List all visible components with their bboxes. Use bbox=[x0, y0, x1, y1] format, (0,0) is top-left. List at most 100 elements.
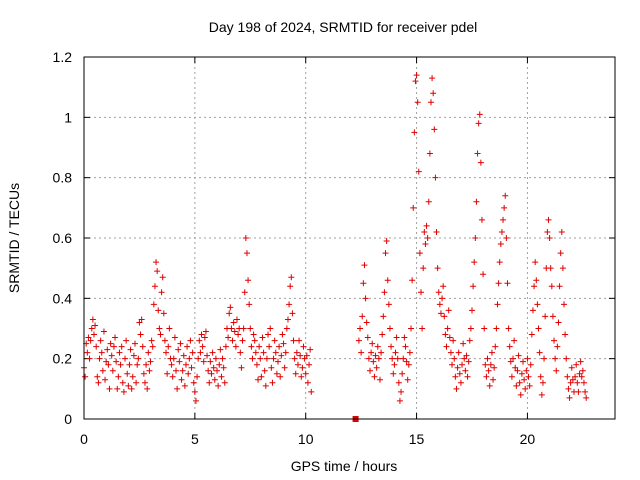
data-point bbox=[145, 349, 152, 356]
data-point bbox=[128, 385, 135, 392]
data-point bbox=[521, 376, 528, 383]
data-point bbox=[492, 343, 499, 350]
data-point bbox=[271, 337, 278, 344]
data-point bbox=[525, 373, 532, 380]
data-point bbox=[98, 349, 105, 356]
data-point bbox=[262, 382, 269, 389]
data-point bbox=[276, 343, 283, 350]
y-tick-label: 0 bbox=[64, 411, 72, 427]
data-point bbox=[239, 337, 246, 344]
data-point bbox=[220, 364, 227, 371]
data-point bbox=[109, 367, 116, 374]
data-point bbox=[146, 367, 153, 374]
data-point bbox=[556, 283, 563, 290]
data-point bbox=[232, 343, 239, 350]
data-point bbox=[296, 337, 303, 344]
data-point bbox=[381, 289, 388, 296]
data-point bbox=[421, 228, 428, 235]
data-point bbox=[286, 301, 293, 308]
data-point bbox=[120, 388, 127, 395]
data-point bbox=[539, 379, 546, 386]
data-point bbox=[248, 343, 255, 350]
data-point bbox=[398, 388, 405, 395]
data-point bbox=[308, 388, 315, 395]
data-point bbox=[182, 361, 189, 368]
grid-lines bbox=[84, 57, 615, 419]
data-point bbox=[100, 328, 107, 335]
data-point bbox=[201, 334, 208, 341]
data-point bbox=[304, 379, 311, 386]
data-point bbox=[209, 349, 216, 356]
data-point bbox=[370, 358, 377, 365]
data-point bbox=[222, 343, 229, 350]
data-point bbox=[464, 373, 471, 380]
data-point bbox=[280, 340, 287, 347]
data-point bbox=[154, 268, 161, 275]
data-point bbox=[233, 316, 240, 323]
data-point bbox=[143, 361, 150, 368]
data-point bbox=[170, 355, 177, 362]
data-point bbox=[400, 355, 407, 362]
data-point bbox=[453, 385, 460, 392]
data-point bbox=[440, 283, 447, 290]
data-point bbox=[429, 75, 436, 82]
data-point bbox=[555, 319, 562, 326]
data-point bbox=[517, 391, 524, 398]
data-point bbox=[164, 370, 171, 377]
x-tick-label: 5 bbox=[191, 431, 199, 447]
data-point bbox=[256, 343, 263, 350]
data-point bbox=[388, 343, 395, 350]
data-point bbox=[580, 379, 587, 386]
data-point bbox=[484, 355, 491, 362]
data-point bbox=[393, 334, 400, 341]
data-point bbox=[529, 307, 536, 314]
data-point bbox=[406, 349, 413, 356]
data-point bbox=[180, 352, 187, 359]
data-point bbox=[360, 280, 367, 287]
data-point bbox=[368, 349, 375, 356]
data-point bbox=[96, 355, 103, 362]
data-point bbox=[217, 346, 224, 353]
data-point bbox=[575, 388, 582, 395]
data-point bbox=[88, 325, 95, 332]
data-point bbox=[495, 280, 502, 287]
data-point bbox=[427, 99, 434, 106]
data-point bbox=[278, 352, 285, 359]
data-point bbox=[412, 78, 419, 85]
data-point bbox=[252, 349, 259, 356]
data-point bbox=[497, 241, 504, 248]
data-point bbox=[526, 382, 533, 389]
data-point bbox=[551, 337, 558, 344]
data-point bbox=[547, 265, 554, 272]
data-point bbox=[415, 168, 422, 175]
data-point bbox=[178, 376, 185, 383]
data-point bbox=[557, 250, 564, 257]
data-point bbox=[117, 361, 124, 368]
data-point bbox=[413, 72, 420, 79]
data-point bbox=[538, 391, 545, 398]
data-point bbox=[504, 280, 511, 287]
data-point bbox=[460, 340, 467, 347]
data-point bbox=[125, 382, 132, 389]
data-point bbox=[434, 265, 441, 272]
data-point bbox=[506, 343, 513, 350]
data-point bbox=[228, 325, 235, 332]
data-point bbox=[90, 331, 97, 338]
data-point bbox=[231, 328, 238, 335]
data-point bbox=[384, 277, 391, 284]
data-point bbox=[545, 216, 552, 223]
data-point bbox=[215, 382, 222, 389]
data-point bbox=[472, 235, 479, 241]
data-point bbox=[515, 352, 522, 359]
data-point bbox=[139, 343, 146, 350]
data-point bbox=[288, 274, 295, 281]
data-point bbox=[401, 334, 408, 341]
data-point bbox=[491, 364, 498, 371]
data-point bbox=[572, 373, 579, 380]
data-point bbox=[493, 325, 500, 332]
data-point bbox=[197, 349, 204, 356]
data-point bbox=[240, 325, 247, 332]
data-point bbox=[558, 228, 565, 235]
data-point bbox=[115, 373, 122, 380]
